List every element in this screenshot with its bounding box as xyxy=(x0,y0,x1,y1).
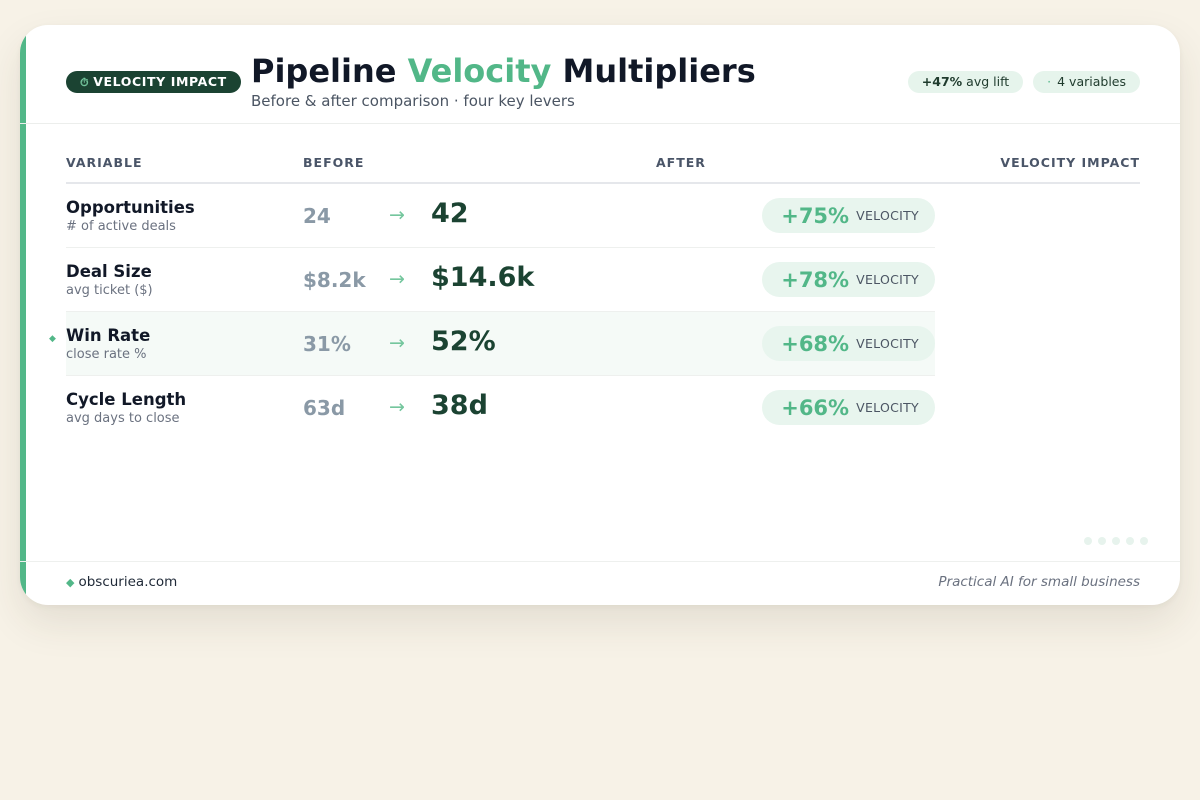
summary-pills: +47% avg lift · 4 variables xyxy=(907,71,1140,93)
brand-name: obscuriea.com xyxy=(78,574,178,590)
page-subtitle: Before & after comparison · four key lev… xyxy=(251,92,575,110)
avg-lift-value: +47% xyxy=(921,74,963,89)
variables-pill: · 4 variables xyxy=(1033,71,1140,93)
variables-text: 4 variables xyxy=(1053,74,1126,89)
title-pre: Pipeline xyxy=(251,52,408,90)
impact-label: VELOCITY xyxy=(856,336,919,351)
badge-label: VELOCITY IMPACT xyxy=(93,74,227,89)
after-value: 52% xyxy=(431,326,496,357)
diamond-icon: ◆ xyxy=(66,576,75,589)
after-value: 38d xyxy=(431,390,488,421)
impact-value: +66% xyxy=(781,395,850,420)
decorative-dots xyxy=(1084,537,1148,545)
card-footer: ◆ obscuriea.com Practical AI for small bu… xyxy=(20,561,1180,605)
page-title: Pipeline Velocity Multipliers xyxy=(251,51,756,91)
impact-label: VELOCITY xyxy=(856,272,919,287)
impact-value: +78% xyxy=(781,267,850,292)
table-row-win-rate: ◆ Win Rate close rate % 31% → 52% +68% VE… xyxy=(49,312,935,376)
header-before: BEFORE xyxy=(303,155,365,170)
impact-label: VELOCITY xyxy=(856,400,919,415)
before-value: $8.2k xyxy=(303,268,366,292)
impact-value: +75% xyxy=(781,203,850,228)
stopwatch-icon: ⏱ xyxy=(80,76,90,89)
arrow-right-icon: → xyxy=(389,332,405,354)
accent-bar xyxy=(20,25,26,605)
variable-subtitle: # of active deals xyxy=(66,219,176,234)
table-row-deal-size: Deal Size avg ticket ($) $8.2k → $14.6k … xyxy=(66,248,935,312)
avg-lift-pill: +47% avg lift xyxy=(907,71,1024,93)
dot xyxy=(1140,537,1148,545)
variable-name: Win Rate xyxy=(66,326,151,345)
dot-separator: · xyxy=(1047,74,1052,89)
impact-label: VELOCITY xyxy=(856,208,919,223)
variable-subtitle: avg ticket ($) xyxy=(66,283,153,298)
variable-name: Deal Size xyxy=(66,262,152,281)
impact-badge: +78% VELOCITY xyxy=(762,262,935,297)
impact-badge: +68% VELOCITY xyxy=(762,326,935,361)
avg-lift-text: avg lift xyxy=(962,74,1010,89)
before-value: 63d xyxy=(303,396,346,420)
variable-name: Cycle Length xyxy=(66,390,187,409)
table-row-cycle-length: Cycle Length avg days to close 63d → 38d… xyxy=(66,376,935,439)
dot xyxy=(1126,537,1134,545)
impact-badge: +66% VELOCITY xyxy=(762,390,935,425)
title-highlight: Velocity xyxy=(407,52,552,90)
comparison-table: VARIABLE BEFORE AFTER VELOCITY IMPACT Op… xyxy=(49,152,1140,439)
arrow-right-icon: → xyxy=(389,396,405,418)
velocity-impact-badge: ⏱ VELOCITY IMPACT xyxy=(66,71,241,93)
arrow-right-icon: → xyxy=(389,268,405,290)
after-value: 42 xyxy=(431,198,469,229)
dot xyxy=(1112,537,1120,545)
after-value: $14.6k xyxy=(431,262,535,293)
table-row-opportunities: Opportunities # of active deals 24 → 42 … xyxy=(66,184,935,248)
header-after: AFTER xyxy=(656,155,706,170)
variable-subtitle: avg days to close xyxy=(66,411,180,426)
header-variable: VARIABLE xyxy=(66,155,143,170)
header-velocity-impact: VELOCITY IMPACT xyxy=(1000,155,1140,170)
dot xyxy=(1098,537,1106,545)
title-post: Multipliers xyxy=(551,52,756,90)
tagline: Practical AI for small business xyxy=(938,574,1140,590)
arrow-right-icon: → xyxy=(389,204,405,226)
dot xyxy=(1084,537,1092,545)
diamond-marker-icon: ◆ xyxy=(49,334,56,344)
card-header: ⏱ VELOCITY IMPACT Pipeline Velocity Multi… xyxy=(20,25,1180,124)
variable-subtitle: close rate % xyxy=(66,347,147,362)
variable-name: Opportunities xyxy=(66,198,195,217)
brand: ◆ obscuriea.com xyxy=(66,574,177,590)
table-header: VARIABLE BEFORE AFTER VELOCITY IMPACT xyxy=(66,152,1140,184)
velocity-card: ⏱ VELOCITY IMPACT Pipeline Velocity Multi… xyxy=(20,25,1180,605)
impact-value: +68% xyxy=(781,331,850,356)
before-value: 31% xyxy=(303,332,351,356)
before-value: 24 xyxy=(303,204,331,228)
impact-badge: +75% VELOCITY xyxy=(762,198,935,233)
